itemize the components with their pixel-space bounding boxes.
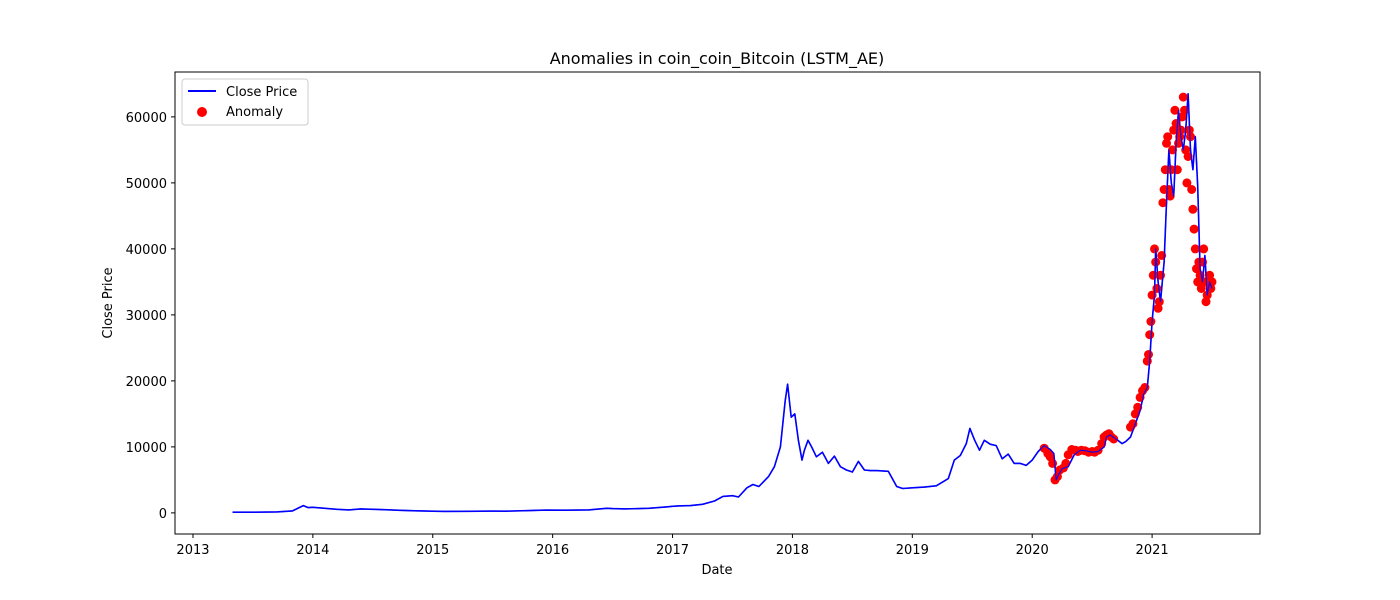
- anomaly-point: [1190, 244, 1200, 254]
- anomaly-point: [1183, 152, 1193, 161]
- anomaly-point: [1152, 284, 1162, 293]
- anomaly-point: [1172, 165, 1182, 175]
- close-price-line-overlay: [232, 93, 1213, 513]
- anomaly-point: [1168, 145, 1177, 155]
- x-axis: 2013 2014 2015 2016 2017 2018 2019 2020 2021: [176, 534, 1169, 558]
- y-axis: 0 10000 20000 30000 40000 50000 60000: [126, 111, 175, 522]
- anomaly-point: [1048, 458, 1058, 468]
- y-axis-label: Close Price: [101, 267, 116, 338]
- anomaly-point: [1165, 191, 1175, 201]
- x-tick-label: 2020: [1016, 543, 1049, 558]
- y-tick-label: 0: [159, 507, 167, 522]
- anomaly-point: [1145, 330, 1155, 340]
- anomaly-point: [1188, 204, 1198, 214]
- anomaly-point: [1150, 244, 1159, 254]
- anomaly-point: [1170, 105, 1180, 115]
- y-tick-label: 60000: [126, 111, 167, 126]
- plot-area: [232, 92, 1217, 514]
- anomaly-points-layer: [232, 92, 1217, 513]
- anomaly-point: [1178, 92, 1188, 102]
- y-tick-label: 50000: [126, 177, 167, 192]
- x-tick-label: 2017: [656, 543, 689, 558]
- y-tick-label: 10000: [126, 441, 167, 456]
- x-tick-label: 2019: [896, 543, 929, 558]
- legend-anomaly-swatch: [197, 107, 207, 117]
- chart-title: Anomalies in coin_coin_Bitcoin (LSTM_AE): [550, 49, 885, 69]
- anomaly-point: [1182, 178, 1192, 188]
- anomaly-point: [1171, 119, 1181, 128]
- x-tick-label: 2018: [776, 543, 809, 558]
- x-tick-label: 2013: [176, 543, 209, 558]
- x-tick-label: 2021: [1136, 543, 1169, 558]
- anomaly-point: [1187, 185, 1197, 194]
- x-tick-label: 2015: [416, 543, 449, 558]
- y-tick-label: 40000: [126, 243, 167, 258]
- y-tick-label: 20000: [126, 375, 167, 390]
- axes-frame: [174, 71, 1261, 535]
- legend-anomaly-label: Anomaly: [226, 105, 283, 120]
- legend: Close Price Anomaly: [181, 78, 309, 126]
- anomaly-point: [1199, 244, 1209, 254]
- anomaly-point: [1163, 132, 1173, 142]
- anomaly-point: [1061, 458, 1071, 468]
- anomaly-point: [1158, 198, 1168, 208]
- anomaly-point: [1093, 445, 1103, 455]
- y-tick-label: 30000: [126, 309, 167, 324]
- anomaly-point: [1144, 350, 1153, 359]
- anomaly-point: [1146, 317, 1156, 326]
- anomaly-point: [1109, 434, 1119, 444]
- legend-close-price-label: Close Price: [226, 85, 297, 100]
- x-tick-label: 2016: [536, 543, 569, 558]
- anomaly-point: [1196, 284, 1206, 293]
- anomaly-point: [1189, 224, 1199, 234]
- x-axis-label: Date: [701, 563, 732, 578]
- anomaly-point: [1154, 297, 1164, 307]
- x-tick-label: 2014: [296, 543, 329, 558]
- anomaly-point: [1128, 419, 1138, 429]
